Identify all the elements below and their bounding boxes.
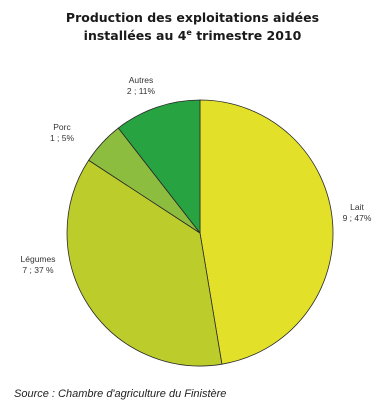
chart-title: Production des exploitations aidées inst…: [0, 10, 385, 43]
chart-title-line2: installées au 4e trimestre 2010: [0, 25, 385, 43]
slice-name-porc: Porc: [53, 122, 71, 132]
chart-title-line2-post: trimestre 2010: [191, 28, 302, 43]
slice-name-legumes: Légumes: [21, 254, 56, 264]
pie-slices: [66, 99, 334, 367]
pie-slice-autres: [117, 99, 201, 235]
pie-slice-legumes: [66, 159, 223, 367]
slice-name-lait: Lait: [350, 202, 364, 212]
slice-name-autres: Autres: [129, 75, 154, 85]
pie-slice-lait: [199, 99, 334, 365]
chart-title-line2-pre: installées au 4: [83, 28, 187, 43]
slice-value-lait: 9 ; 47%: [343, 213, 372, 223]
slice-value-porc: 1 ; 5%: [50, 133, 75, 143]
chart-title-line2-sup: e: [186, 28, 192, 37]
source-note: Source : Chambre d'agriculture du Finist…: [14, 388, 227, 400]
chart-title-line1: Production des exploitations aidées: [65, 10, 320, 25]
slice-value-autres: 2 ; 11%: [127, 86, 156, 96]
slice-value-legumes: 7 ; 37 %: [22, 265, 54, 275]
